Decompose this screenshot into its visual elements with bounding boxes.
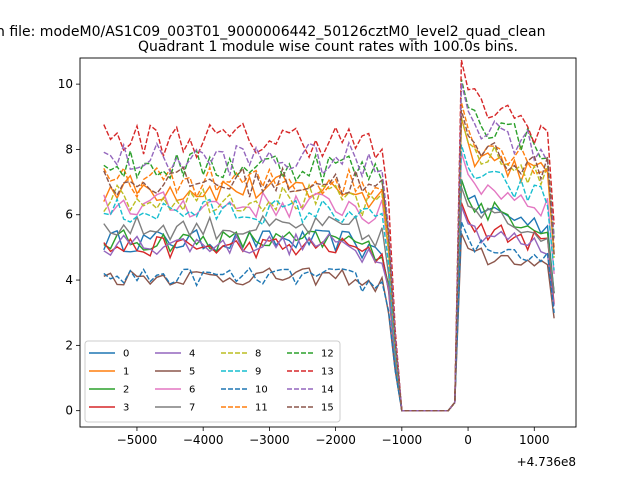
series-line-4 [103,206,555,412]
legend-label-2: 2 [123,385,129,396]
series-line-7 [103,186,555,412]
series-line-9 [103,144,555,412]
x-tick-label: −1000 [382,433,423,447]
x-tick-label: 1000 [519,433,550,447]
legend-label-1: 1 [123,367,129,378]
legend-label-7: 7 [189,403,195,414]
legend-label-13: 13 [321,367,334,378]
x-tick-label: −5000 [117,433,158,447]
legend-label-4: 4 [189,349,195,360]
chart-title: Quadrant 1 module wise count rates with … [138,39,518,55]
legend-label-6: 6 [189,385,195,396]
series-line-3 [103,202,555,412]
legend-label-15: 15 [321,403,334,414]
legend-label-8: 8 [255,349,261,360]
legend-label-12: 12 [321,349,334,360]
legend-label-9: 9 [255,367,261,378]
suptitle: n file: modeM0/AS1C09_003T01_9000006442_… [0,24,545,40]
legend-label-14: 14 [321,385,334,396]
legend-label-10: 10 [255,385,268,396]
legend-frame [84,340,341,423]
legend-label-5: 5 [189,367,195,378]
series-line-14 [103,82,555,412]
x-tick-label: −2000 [315,433,356,447]
x-tick-label: 0 [464,433,472,447]
y-tick-label: 10 [58,77,73,91]
series-line-8 [103,117,555,412]
series-line-13 [103,59,555,412]
legend-label-0: 0 [123,349,129,360]
y-tick-label: 4 [65,273,73,287]
y-tick-label: 6 [65,208,73,222]
series-line-5 [103,233,555,412]
legend-label-11: 11 [255,403,268,414]
y-tick-label: 8 [65,142,73,156]
x-tick-label: −3000 [249,433,290,447]
series-line-15 [103,109,555,412]
x-tick-label: −4000 [183,433,224,447]
series-line-6 [103,152,555,412]
series-line-12 [103,79,555,412]
plot-frame [79,57,577,428]
series-line-10 [103,221,555,412]
y-tick-label: 2 [65,338,73,352]
y-tick-label: 0 [65,404,73,418]
series-layer [103,59,555,412]
legend-label-3: 3 [123,403,129,414]
x-offset-label: +4.736e8 [517,455,576,469]
